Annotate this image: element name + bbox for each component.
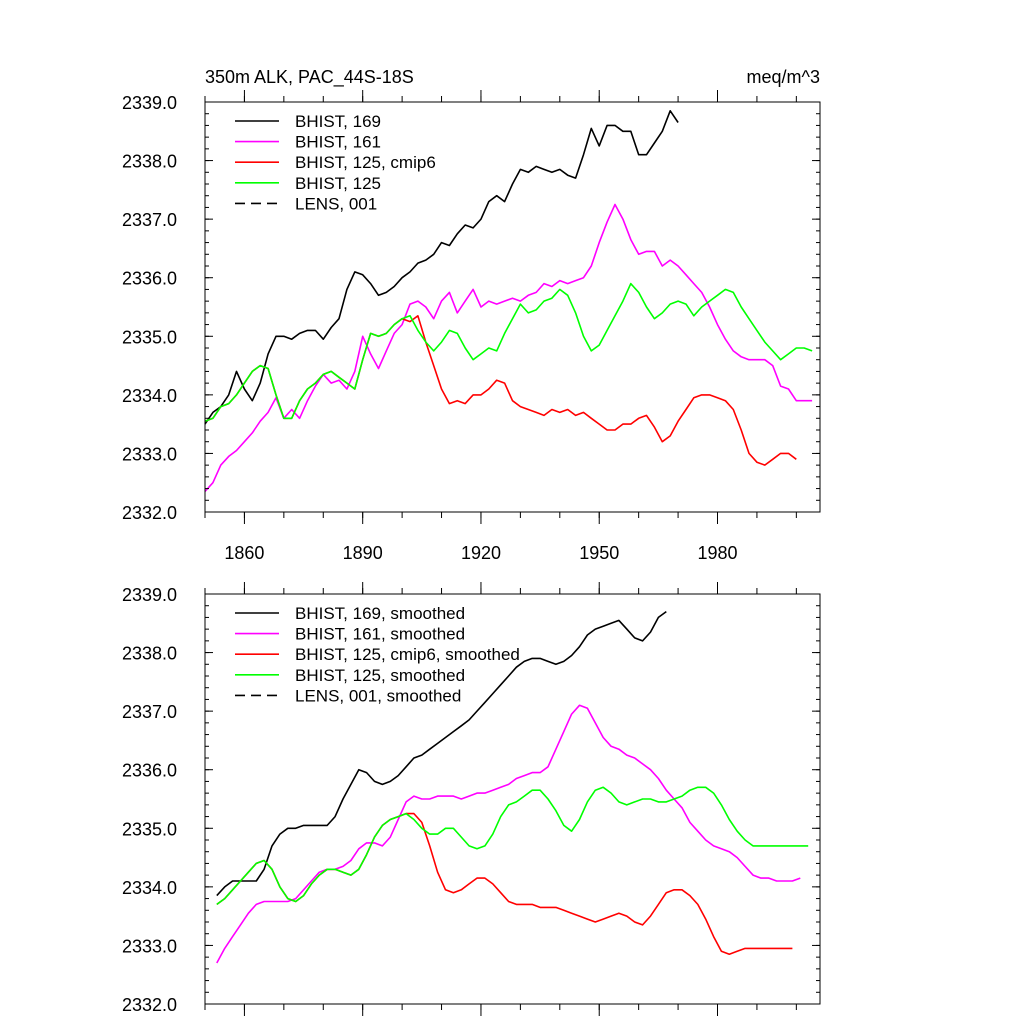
legend-label-1-3: BHIST, 125, smoothed [295,666,465,685]
legend-label-1-4: LENS, 001, smoothed [295,686,461,705]
plot-frame [204,101,821,513]
y-tick-label: 2334.0 [122,386,177,406]
top-panel-title: 350m ALK, PAC_44S-18S [205,67,414,88]
series-line-1-1 [216,704,801,964]
y-tick-label: 2337.0 [122,210,177,230]
series-line-0-1 [204,203,813,493]
top-panel-units: meq/m^3 [747,67,820,87]
x-tick-label: 1860 [224,543,264,563]
legend-label-0-0: BHIST, 169 [295,112,381,131]
y-tick-label: 2333.0 [122,444,177,464]
y-tick-label: 2336.0 [122,269,177,289]
plot-frame [204,593,821,1005]
y-tick-label: 2332.0 [122,995,177,1015]
y-tick-label: 2333.0 [122,936,177,956]
bottom-panel: 2332.0 2333.0 2334.0 2335.0 2336.0 2337.0 2338… [122,582,821,1016]
legend-label-1-0: BHIST, 169, smoothed [295,604,465,623]
top-panel: 350m ALK, PAC_44S-18S meq/m^3 2332.0 2333… [122,67,821,563]
y-tick-label: 2337.0 [122,702,177,722]
y-tick-label: 2332.0 [122,503,177,523]
y-tick-label: 2339.0 [122,93,177,113]
series-line-1-3 [216,786,809,906]
y-tick-label: 2336.0 [122,761,177,781]
y-tick-label: 2338.0 [122,644,177,664]
legend-label-0-1: BHIST, 161 [295,133,381,152]
series-line-1-0 [216,610,667,897]
x-tick-label: 1980 [697,543,737,563]
y-tick-label: 2334.0 [122,878,177,898]
series-line-0-3 [204,282,813,422]
y-tick-label: 2335.0 [122,327,177,347]
x-tick-label: 1950 [579,543,619,563]
series-line-1-2 [216,812,793,955]
y-tick-label: 2335.0 [122,819,177,839]
legend-label-1-2: BHIST, 125, cmip6, smoothed [295,645,520,664]
y-tick-label: 2339.0 [122,585,177,605]
y-tick-label: 2338.0 [122,152,177,172]
legend-label-0-4: LENS, 001 [295,194,377,213]
x-tick-label: 1920 [461,543,501,563]
x-tick-label: 1890 [343,543,383,563]
series-line-0-0 [204,110,679,425]
legend-label-1-1: BHIST, 161, smoothed [295,625,465,644]
legend-label-0-2: BHIST, 125, cmip6 [295,153,436,172]
legend-label-0-3: BHIST, 125 [295,174,381,193]
